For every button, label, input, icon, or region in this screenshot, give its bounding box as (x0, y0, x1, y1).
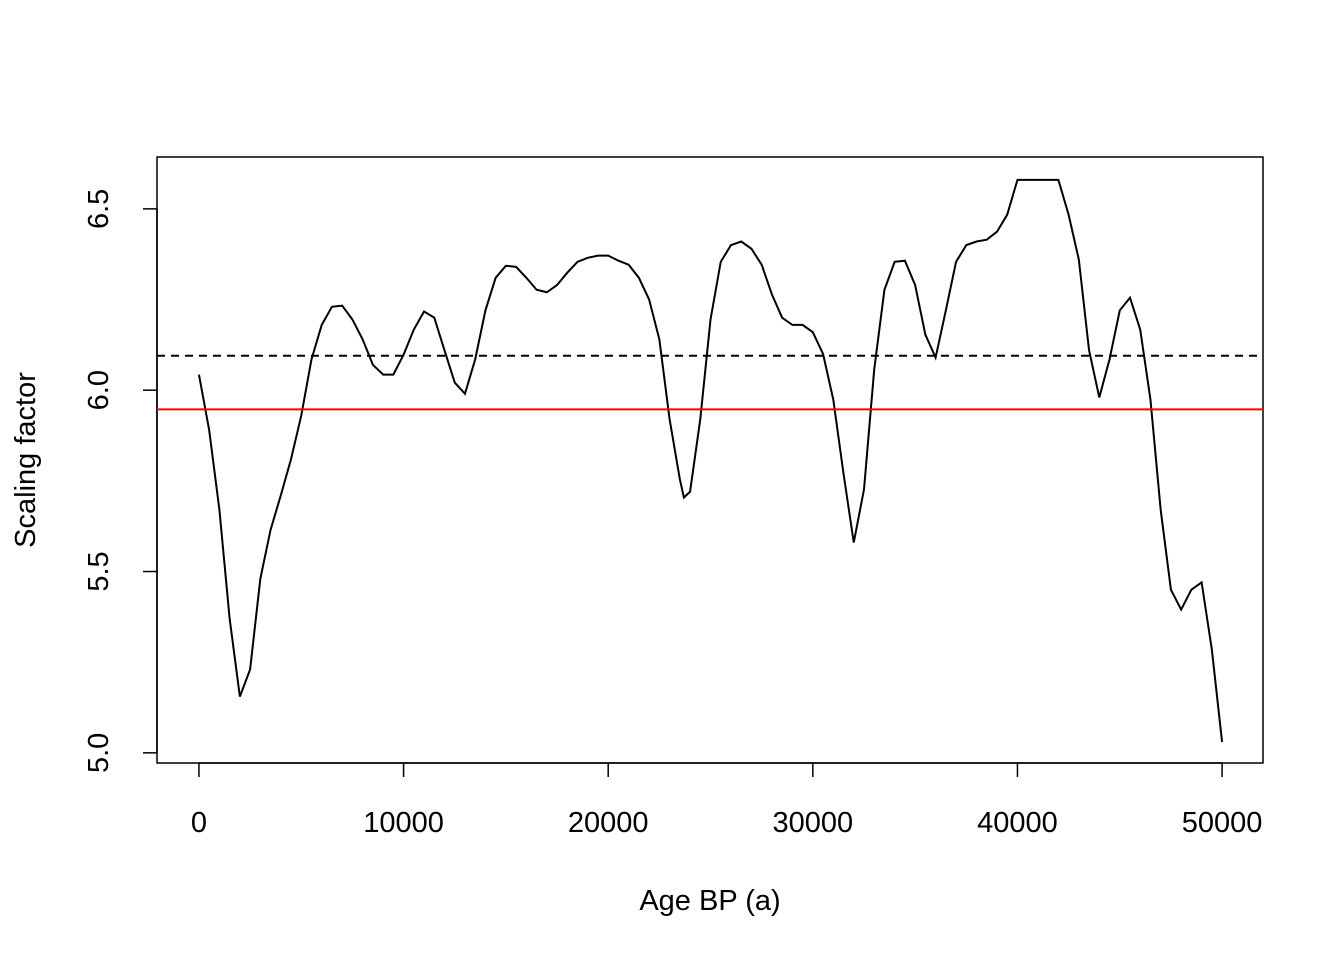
y-tick-label: 6.0 (83, 370, 115, 410)
x-tick-label: 0 (191, 807, 207, 839)
x-tick-label: 10000 (363, 807, 444, 839)
x-tick-label: 20000 (568, 807, 649, 839)
y-axis-title: Scaling factor (10, 372, 42, 548)
x-tick-label: 30000 (772, 807, 853, 839)
plot-box (156, 156, 1264, 764)
y-tick-label: 5.5 (83, 551, 115, 591)
y-tick-label: 6.5 (83, 189, 115, 229)
x-axis-title: Age BP (a) (639, 885, 780, 917)
x-tick-label: 40000 (977, 807, 1058, 839)
data-line (197, 178, 1224, 743)
y-tick-label: 5.0 (83, 733, 115, 773)
x-tick-label: 50000 (1182, 807, 1263, 839)
